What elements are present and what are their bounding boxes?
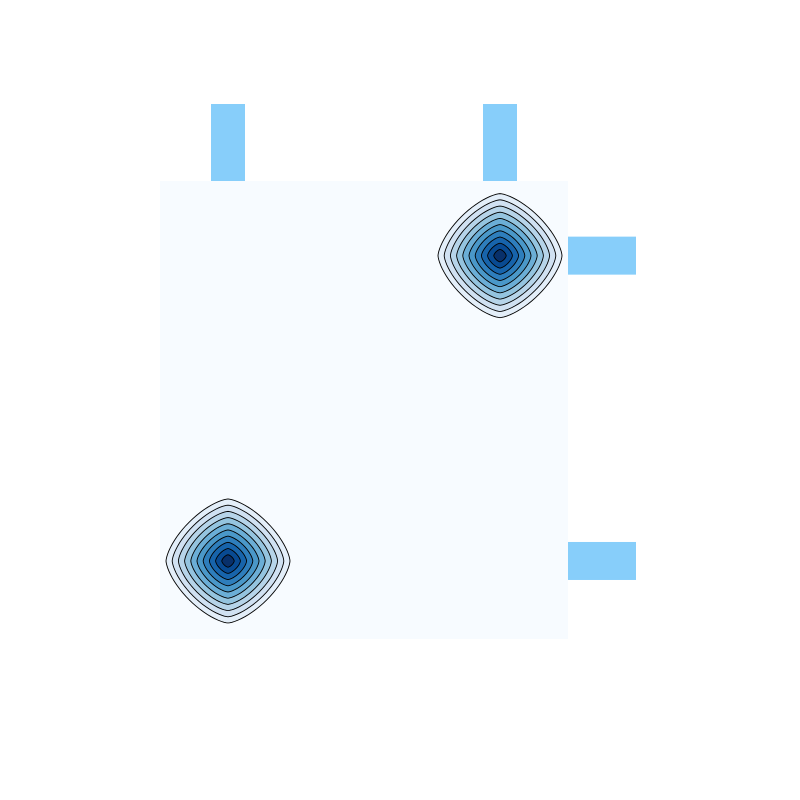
contour-line xyxy=(443,199,557,312)
marginal-y-bars xyxy=(568,236,636,580)
plot-area xyxy=(160,181,568,639)
contour-line xyxy=(462,217,538,294)
contour-line xyxy=(493,248,507,263)
marginal-x-bar xyxy=(211,104,245,181)
contour-line xyxy=(177,510,279,612)
contour-line xyxy=(468,224,532,288)
marginal-y-bar xyxy=(568,236,636,275)
contour-line xyxy=(208,541,248,581)
contour-line xyxy=(449,205,551,306)
contour-line xyxy=(184,517,272,605)
contour-line xyxy=(474,230,526,281)
contour-line xyxy=(487,242,513,269)
density-peak-1 xyxy=(165,498,291,624)
contour-line xyxy=(437,193,563,319)
contour-line xyxy=(196,529,260,593)
contour-line xyxy=(215,548,241,574)
contour-line xyxy=(171,504,285,618)
density-peak-2 xyxy=(437,193,563,319)
density-peak-core xyxy=(225,556,231,565)
contour-line xyxy=(480,236,520,275)
density-peak-core xyxy=(497,251,503,260)
marginal-x-bars xyxy=(211,104,517,181)
contour-line xyxy=(190,523,266,599)
marginal-x-bar xyxy=(483,104,517,181)
contour-line xyxy=(165,498,291,624)
marginal-y-bar xyxy=(568,541,636,580)
contour-line xyxy=(221,554,235,568)
contour-line xyxy=(202,535,254,587)
contour-line xyxy=(456,211,544,300)
